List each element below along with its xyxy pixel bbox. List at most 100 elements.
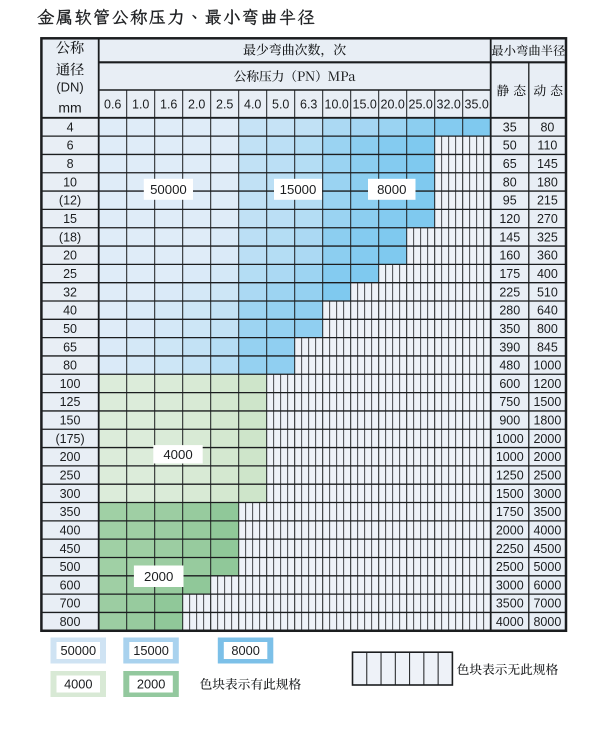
svg-text:1.0: 1.0 — [132, 97, 149, 111]
svg-text:180: 180 — [537, 175, 558, 189]
svg-text:20.0: 20.0 — [381, 97, 405, 111]
svg-text:2000: 2000 — [144, 569, 173, 584]
svg-text:mm: mm — [58, 100, 81, 116]
svg-text:2500: 2500 — [533, 469, 561, 483]
svg-text:225: 225 — [499, 285, 520, 299]
svg-text:3500: 3500 — [533, 505, 561, 519]
svg-text:3000: 3000 — [533, 487, 561, 501]
svg-text:400: 400 — [537, 267, 558, 281]
svg-text:1000: 1000 — [496, 432, 524, 446]
svg-text:80: 80 — [503, 175, 517, 189]
svg-text:8: 8 — [67, 157, 74, 171]
svg-text:50: 50 — [63, 322, 77, 336]
svg-text:40: 40 — [63, 304, 77, 318]
svg-text:65: 65 — [63, 340, 77, 354]
svg-text:4500: 4500 — [533, 542, 561, 556]
svg-text:400: 400 — [60, 523, 81, 537]
svg-text:270: 270 — [537, 212, 558, 226]
svg-text:1800: 1800 — [533, 414, 561, 428]
svg-text:1200: 1200 — [533, 377, 561, 391]
svg-text:160: 160 — [499, 249, 520, 263]
svg-text:3000: 3000 — [496, 578, 524, 592]
svg-text:600: 600 — [499, 377, 520, 391]
svg-text:5000: 5000 — [533, 560, 561, 574]
svg-text:50: 50 — [503, 139, 517, 153]
svg-text:4000: 4000 — [64, 677, 92, 692]
svg-text:15000: 15000 — [133, 643, 169, 658]
svg-text:4000: 4000 — [533, 523, 561, 537]
svg-text:350: 350 — [499, 322, 520, 336]
svg-text:80: 80 — [540, 120, 554, 134]
svg-text:145: 145 — [537, 157, 558, 171]
svg-text:360: 360 — [537, 249, 558, 263]
svg-text:120: 120 — [499, 212, 520, 226]
svg-text:4000: 4000 — [163, 447, 192, 462]
svg-text:300: 300 — [60, 487, 81, 501]
svg-text:8000: 8000 — [231, 643, 259, 658]
svg-text:480: 480 — [499, 359, 520, 373]
svg-text:845: 845 — [537, 340, 558, 354]
svg-text:4.0: 4.0 — [244, 97, 261, 111]
svg-text:50000: 50000 — [150, 182, 187, 197]
svg-text:6.3: 6.3 — [300, 97, 317, 111]
svg-text:25: 25 — [63, 267, 77, 281]
svg-text:32: 32 — [63, 285, 77, 299]
svg-text:800: 800 — [537, 322, 558, 336]
svg-text:3500: 3500 — [496, 597, 524, 611]
svg-text:250: 250 — [60, 469, 81, 483]
svg-text:2000: 2000 — [137, 677, 165, 692]
svg-text:32.0: 32.0 — [437, 97, 461, 111]
svg-text:65: 65 — [503, 157, 517, 171]
svg-text:10: 10 — [63, 175, 77, 189]
svg-text:15: 15 — [63, 212, 77, 226]
svg-text:4000: 4000 — [496, 615, 524, 629]
svg-text:2.0: 2.0 — [188, 97, 205, 111]
svg-text:1500: 1500 — [533, 395, 561, 409]
svg-text:20: 20 — [63, 249, 77, 263]
svg-text:1.6: 1.6 — [160, 97, 177, 111]
svg-text:175: 175 — [499, 267, 520, 281]
svg-text:8000: 8000 — [377, 182, 406, 197]
svg-text:1750: 1750 — [496, 505, 524, 519]
svg-text:(DN): (DN) — [56, 79, 83, 94]
svg-text:100: 100 — [60, 377, 81, 391]
svg-text:215: 215 — [537, 194, 558, 208]
svg-text:2000: 2000 — [533, 432, 561, 446]
svg-text:125: 125 — [60, 395, 81, 409]
svg-text:50000: 50000 — [61, 643, 97, 658]
svg-text:1500: 1500 — [496, 487, 524, 501]
svg-text:2000: 2000 — [533, 450, 561, 464]
svg-text:25.0: 25.0 — [409, 97, 433, 111]
svg-text:450: 450 — [60, 542, 81, 556]
svg-text:145: 145 — [499, 230, 520, 244]
svg-text:(18): (18) — [59, 230, 81, 244]
svg-text:15000: 15000 — [280, 182, 317, 197]
svg-text:35.0: 35.0 — [465, 97, 489, 111]
svg-text:2.5: 2.5 — [216, 97, 233, 111]
svg-text:0.6: 0.6 — [104, 97, 121, 111]
svg-text:10.0: 10.0 — [325, 97, 349, 111]
svg-text:900: 900 — [499, 414, 520, 428]
svg-text:200: 200 — [60, 450, 81, 464]
svg-text:15.0: 15.0 — [353, 97, 377, 111]
svg-text:8000: 8000 — [533, 615, 561, 629]
svg-text:6: 6 — [67, 139, 74, 153]
svg-text:800: 800 — [60, 615, 81, 629]
svg-text:2250: 2250 — [496, 542, 524, 556]
svg-text:150: 150 — [60, 414, 81, 428]
svg-text:700: 700 — [60, 597, 81, 611]
svg-text:(175): (175) — [55, 432, 84, 446]
svg-text:110: 110 — [537, 139, 557, 153]
svg-text:6000: 6000 — [533, 578, 561, 592]
svg-text:510: 510 — [537, 285, 558, 299]
svg-text:600: 600 — [60, 578, 81, 592]
svg-text:390: 390 — [499, 340, 520, 354]
svg-text:95: 95 — [503, 194, 517, 208]
svg-text:5.0: 5.0 — [272, 97, 289, 111]
svg-text:1000: 1000 — [533, 359, 561, 373]
svg-text:35: 35 — [503, 120, 517, 134]
svg-text:350: 350 — [60, 505, 81, 519]
svg-text:500: 500 — [60, 560, 81, 574]
svg-text:4: 4 — [67, 120, 74, 134]
svg-text:(12): (12) — [59, 194, 81, 208]
